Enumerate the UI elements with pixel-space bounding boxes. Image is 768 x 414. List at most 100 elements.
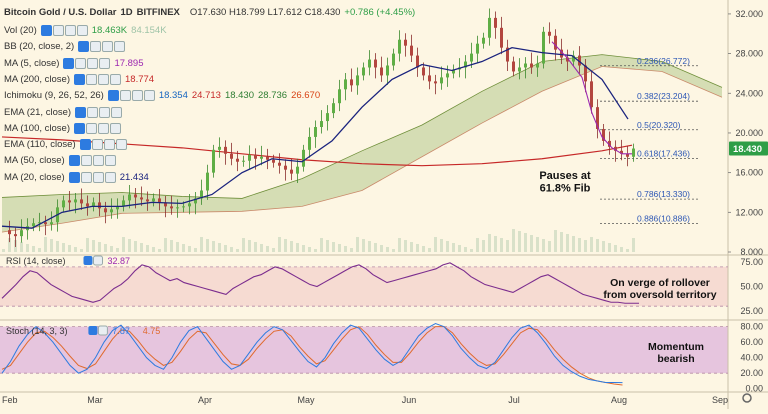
indicator-option-icon[interactable] [99,57,111,69]
cloud-span-a [1,54,723,199]
indicator-label[interactable]: MA (200, close) [4,73,70,85]
indicator-controls[interactable] [63,57,111,69]
rsi-panel-settings-icon [93,255,103,266]
indicator-option-icon[interactable] [99,106,111,118]
volume-bar [242,238,245,252]
indicator-controls[interactable] [74,73,121,85]
indicator-value: 18.774 [125,73,155,85]
indicator-label[interactable]: EMA (21, close) [4,106,72,118]
candle-body [410,45,413,56]
visibility-icon[interactable] [78,41,90,53]
time-tick-label: Feb [2,395,18,405]
indicator-option-icon[interactable] [119,90,131,102]
indicator-option-icon[interactable] [80,171,92,183]
indicator-option-icon[interactable] [98,73,109,85]
indicator-option-icon[interactable] [104,155,116,167]
visibility-icon[interactable] [107,90,119,102]
indicator-row[interactable]: MA (20, close) 21.434 [4,171,149,184]
indicator-option-icon[interactable] [115,139,127,151]
visibility-icon[interactable] [68,155,80,167]
candle-body [98,202,101,209]
indicator-option-icon[interactable] [75,57,87,69]
indicator-row[interactable]: MA (50, close) [4,154,116,167]
indicator-controls[interactable] [74,122,121,134]
indicator-option-icon[interactable] [64,25,76,36]
indicator-option-icon[interactable] [87,57,99,69]
candle-body [182,206,185,208]
indicator-label[interactable]: BB (20, close, 2) [4,41,75,53]
visibility-icon[interactable] [75,106,87,118]
indicator-label[interactable]: MA (20, close) [4,171,65,183]
indicator-controls[interactable] [79,139,127,151]
indicator-option-icon[interactable] [92,171,104,183]
indicator-option-icon[interactable] [143,90,155,102]
indicator-row[interactable]: EMA (110, close) [4,138,127,151]
volume-bar [446,241,449,252]
indicator-controls[interactable] [68,155,116,167]
indicator-row[interactable]: MA (200, close) 18.774 [4,73,154,86]
volume-bar [590,237,593,252]
indicator-row[interactable]: MA (5, close) 17.895 [4,57,144,70]
visibility-icon[interactable] [74,122,85,134]
indicator-option-icon[interactable] [114,41,126,53]
indicator-controls[interactable] [68,171,116,183]
volume-bar [218,243,221,252]
indicator-label[interactable]: MA (50, close) [4,155,65,167]
candle-body [200,190,203,199]
visibility-icon[interactable] [74,73,85,85]
indicator-option-icon[interactable] [110,73,121,85]
indicator-row[interactable]: BB (20, close, 2) [4,40,126,53]
volume-bar [626,249,629,252]
indicator-controls[interactable] [75,106,123,118]
visibility-icon[interactable] [68,171,80,183]
indicator-option-icon[interactable] [131,90,143,102]
indicator-option-icon[interactable] [92,155,104,167]
candle-body [494,17,497,28]
indicator-label[interactable]: EMA (110, close) [4,139,76,151]
indicator-option-icon[interactable] [103,139,115,151]
indicator-option-icon[interactable] [102,41,114,53]
indicator-option-icon[interactable] [80,155,92,167]
annotation-fib-pause: Pauses at 61.8% Fib [539,170,591,195]
indicator-row[interactable]: Vol (20) 18.463K 84.154K [4,24,167,37]
annotation-rsi-note: On verge of rollover from oversold territ… [603,277,716,301]
indicator-option-icon[interactable] [90,41,102,53]
visibility-icon[interactable] [40,25,52,36]
indicator-label[interactable]: MA (100, close) [4,122,70,134]
indicator-option-icon[interactable] [87,106,99,118]
volume-bar [158,249,161,252]
indicator-row[interactable]: MA (100, close) [4,122,121,135]
indicator-label[interactable]: Vol (20) [4,25,37,36]
indicator-option-icon[interactable] [104,171,116,183]
candle-body [128,194,131,201]
visibility-icon[interactable] [63,57,75,69]
indicator-label[interactable]: MA (5, close) [4,57,60,69]
interval[interactable]: 1D [120,7,133,18]
indicator-option-icon[interactable] [110,122,121,134]
settings-gear-icon[interactable] [742,393,752,403]
indicator-option-icon[interactable] [86,122,97,134]
visibility-icon[interactable] [79,139,91,151]
indicator-controls[interactable] [107,90,155,102]
indicator-row[interactable]: EMA (21, close) [4,106,123,119]
indicator-option-icon[interactable] [52,25,64,36]
stoch-tick-label: 60.00 [740,337,763,347]
indicator-option-icon[interactable] [86,73,97,85]
indicator-controls[interactable] [78,41,126,53]
volume-bar [482,240,485,252]
indicator-option-icon[interactable] [76,25,88,36]
volume-bar [26,244,29,252]
symbol-name[interactable]: Bitcoin Gold / U.S. Dollar [4,7,117,18]
time-tick-label: Apr [198,395,212,405]
indicator-row[interactable]: Ichimoku (9, 26, 52, 26) 18.354 24.713 18.4… [4,89,320,102]
indicator-option-icon[interactable] [111,106,123,118]
indicator-label[interactable]: Ichimoku (9, 26, 52, 26) [4,90,104,102]
volume-bar [266,246,269,252]
last-price-tag [729,141,768,156]
indicator-option-icon[interactable] [98,122,109,134]
candle-body [62,200,65,208]
rsi-panel-label: RSI (14, close) [6,256,66,266]
indicator-option-icon[interactable] [91,139,103,151]
indicator-controls[interactable] [40,25,88,36]
